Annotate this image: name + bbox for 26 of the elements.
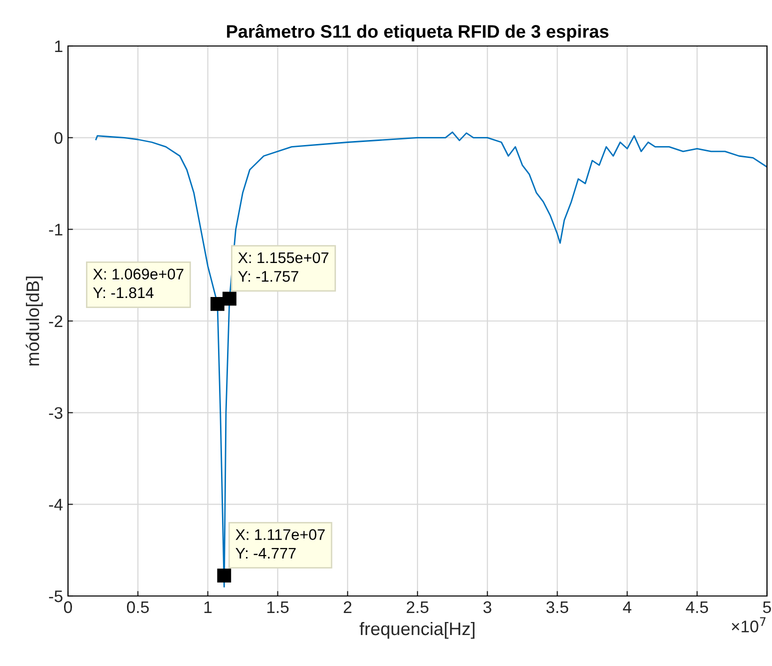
- x-tick-label: 4.5: [686, 601, 708, 614]
- annotation: X: 1.155e+07 Y: -1.757: [238, 252, 328, 282]
- x-tick-label: 5: [763, 601, 771, 614]
- x-tick-label: 3.5: [546, 601, 568, 614]
- x-tick-label: 0: [64, 601, 72, 614]
- x-tick-label: 0.5: [126, 601, 149, 614]
- chart-title: Parâmetro S11 do etiqueta RFID de 3 espiras: [227, 24, 608, 42]
- y-tick-label: 0: [54, 132, 62, 144]
- y-tick-label: -1: [49, 224, 62, 236]
- annotation: X: 1.117e+07 Y: -4.777: [236, 529, 325, 558]
- x-axis-title: frequencia[Hz]: [360, 622, 474, 639]
- x-tick-label: 1.5: [267, 601, 289, 614]
- y-axis-title: módulo[dB]: [26, 276, 43, 366]
- text: ×10$^{7}$: [732, 617, 766, 632]
- x-tick-label: 3: [483, 601, 492, 614]
- x-tick-label: 1: [204, 601, 212, 613]
- x-tick-label: 4: [622, 601, 632, 613]
- annotation: X: 1.069e+07 Y: -1.814: [93, 268, 184, 298]
- line-series: [95, 131, 767, 588]
- y-tick-label: -2: [49, 315, 62, 328]
- y-tick-label: -3: [49, 407, 62, 419]
- x-tick-label: 2: [344, 601, 352, 613]
- x-tick-label: 2.5: [406, 601, 428, 614]
- y-tick-label: -4: [49, 498, 63, 510]
- y-tick-label: 1: [55, 40, 62, 52]
- y-tick-label: -5: [49, 590, 62, 602]
